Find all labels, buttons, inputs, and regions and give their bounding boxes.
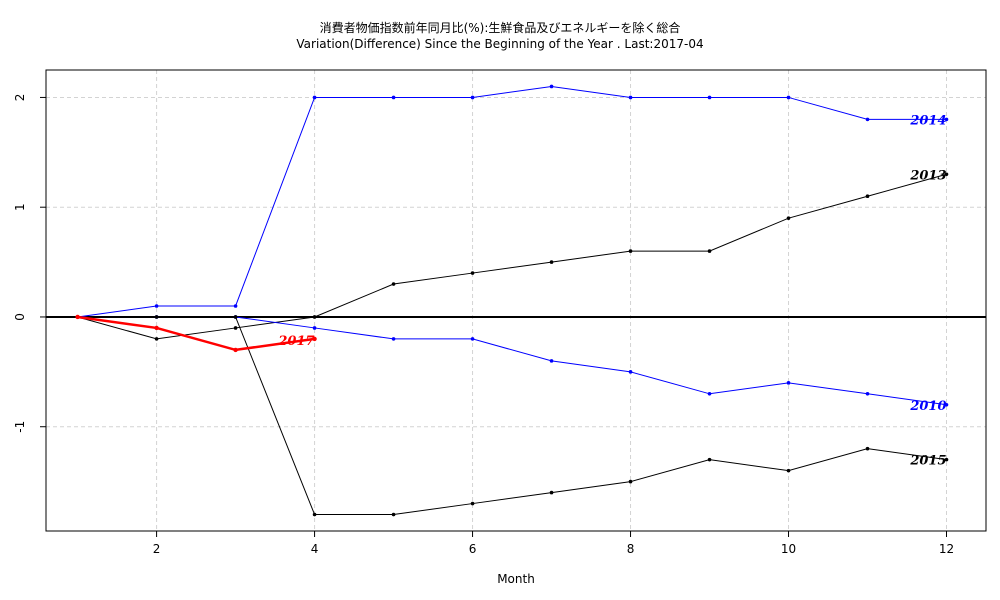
y-tick-label: 2 <box>13 94 27 102</box>
data-point-2014 <box>312 95 317 100</box>
data-point-2014 <box>549 84 554 89</box>
data-point-2015 <box>312 512 317 517</box>
data-point-2010 <box>944 402 949 407</box>
series-line-2017 <box>77 315 315 352</box>
data-point-2010 <box>628 370 633 374</box>
data-point-2014 <box>944 117 949 122</box>
series-label-2013: 2013 <box>909 168 946 183</box>
data-point-2015 <box>865 446 870 451</box>
data-point-2015 <box>549 490 554 495</box>
data-point-2015 <box>707 457 712 462</box>
x-tick-label: 6 <box>469 542 477 556</box>
data-point-2014 <box>707 95 712 100</box>
data-point-2014 <box>628 95 633 100</box>
data-point-2017 <box>312 336 317 342</box>
series-label-2017: 2017 <box>277 334 314 349</box>
y-tick-label: -1 <box>13 421 27 433</box>
data-point-2010 <box>549 359 554 363</box>
series-line-2010 <box>77 316 947 406</box>
data-point-2015 <box>628 479 633 484</box>
data-point-2013 <box>391 282 396 286</box>
data-point-2013 <box>470 271 475 275</box>
series-line-2015 <box>77 316 947 516</box>
data-point-2014 <box>233 304 238 308</box>
x-tick-label: 12 <box>939 542 954 556</box>
data-point-2010 <box>470 337 475 341</box>
data-point-2010 <box>312 326 317 330</box>
series-line-2013 <box>77 173 947 340</box>
x-tick-label: 4 <box>311 542 319 556</box>
data-point-2013 <box>944 172 949 177</box>
y-tick-label: 1 <box>13 203 27 211</box>
plot-frame <box>45 69 987 532</box>
data-point-2015 <box>944 457 949 462</box>
series-label-2015: 2015 <box>909 454 946 469</box>
data-point-2015 <box>233 315 238 319</box>
data-point-2013 <box>865 194 870 199</box>
data-point-2017 <box>75 314 80 320</box>
data-point-2013 <box>707 249 712 253</box>
data-point-2010 <box>865 391 870 396</box>
x-axis-title: Month <box>497 572 535 586</box>
chart-titles: 消費者物価指数前年同月比(%):生鮮食品及びエネルギーを除く総合 Variati… <box>0 20 1000 52</box>
data-point-2014 <box>865 117 870 122</box>
data-point-2013 <box>154 337 159 341</box>
x-tick-label: 8 <box>627 542 635 556</box>
data-point-2014 <box>786 95 791 100</box>
data-point-2013 <box>233 326 238 330</box>
data-point-2010 <box>391 337 396 341</box>
data-point-2015 <box>154 315 159 319</box>
data-point-2014 <box>154 304 159 308</box>
data-point-2013 <box>549 260 554 264</box>
x-tick-label: 2 <box>153 542 161 556</box>
y-tick-label: 0 <box>13 313 27 321</box>
series-label-2014: 2014 <box>909 113 946 128</box>
chart-subtitle: Variation(Difference) Since the Beginnin… <box>296 37 704 51</box>
data-point-2015 <box>786 468 791 473</box>
data-point-2013 <box>786 216 791 220</box>
data-point-2015 <box>470 501 475 506</box>
data-point-2014 <box>470 95 475 100</box>
data-point-2013 <box>312 315 317 319</box>
data-point-2010 <box>707 391 712 396</box>
chart-title: 消費者物価指数前年同月比(%):生鮮食品及びエネルギーを除く総合 <box>319 21 681 35</box>
data-point-2014 <box>391 95 396 100</box>
series-line-2014 <box>77 85 947 318</box>
data-point-2017 <box>154 325 159 331</box>
data-point-2013 <box>628 249 633 253</box>
series-label-2010: 2010 <box>909 399 946 414</box>
x-tick-label: 10 <box>781 542 796 556</box>
data-point-2010 <box>786 381 791 385</box>
data-point-2015 <box>391 512 396 517</box>
data-point-2017 <box>233 347 238 353</box>
